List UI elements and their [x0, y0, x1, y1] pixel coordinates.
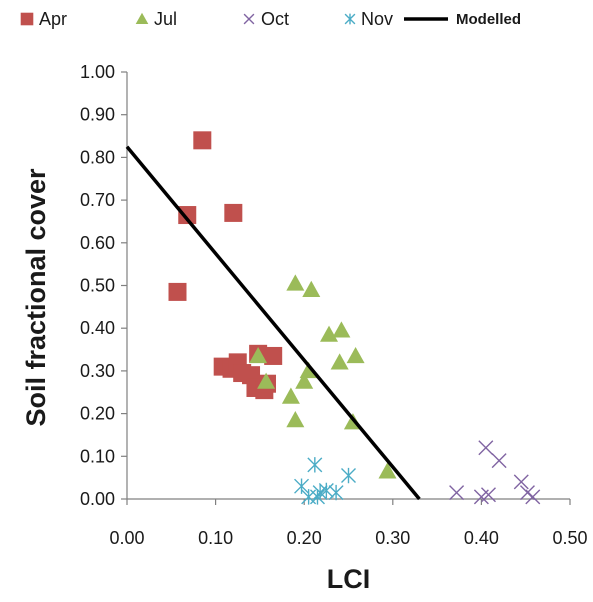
jul-point [281, 387, 300, 404]
oct-point [513, 474, 529, 490]
y-tick-label: 0.50 [80, 276, 115, 296]
y-tick-label: 0.60 [80, 233, 115, 253]
y-tick-label: 0.30 [80, 361, 115, 381]
nov-point [301, 489, 317, 505]
jul-point [299, 361, 318, 379]
x-tick-label: 0.50 [552, 528, 587, 548]
apr-point [178, 206, 197, 225]
x-axis-title: LCI [327, 564, 371, 594]
legend-label-nov: Nov [361, 9, 393, 29]
legend-label-oct: Oct [261, 9, 289, 29]
y-tick-label: 0.40 [80, 318, 115, 338]
jul-point [332, 321, 351, 338]
y-tick-label: 0.80 [80, 147, 115, 167]
jul-point [330, 353, 349, 370]
apr-point [224, 203, 243, 222]
nov-point [294, 478, 310, 494]
y-tick-label: 0.90 [80, 105, 115, 125]
y-axis-title: Soil fractional cover [21, 168, 51, 427]
legend-marker-apr [20, 12, 34, 26]
legend-label-apr: Apr [39, 9, 67, 29]
legend-label-jul: Jul [154, 9, 177, 29]
oct-point [449, 485, 465, 501]
jul-point [249, 346, 268, 364]
y-tick-labels: 0.00 0.10 0.20 0.30 0.40 0.50 0.60 0.70 0.80 0.90… [80, 62, 127, 509]
data-marks [125, 131, 541, 505]
legend-marker-oct [243, 13, 255, 25]
jul-point [286, 411, 305, 428]
legend-marker-jul [135, 12, 149, 25]
nov-point [307, 457, 323, 473]
modelled-line [125, 145, 421, 501]
apr-point [168, 282, 187, 301]
legend-label-modelled: Modelled [456, 11, 521, 28]
y-tick-label: 1.00 [80, 62, 115, 82]
nov-point [309, 489, 325, 505]
jul-point [378, 462, 397, 479]
x-tick-label: 0.10 [198, 528, 233, 548]
oct-point [480, 487, 496, 503]
jul-point [257, 372, 276, 389]
y-tick-label: 0.00 [80, 489, 115, 509]
jul-point [302, 280, 321, 297]
nov-point [328, 484, 344, 501]
x-tick-labels: 0.00 0.10 0.20 0.30 0.40 0.50 [109, 499, 588, 548]
y-tick-label: 0.10 [80, 446, 115, 466]
oct-point [525, 489, 541, 505]
y-tick-label: 0.70 [80, 190, 115, 210]
nov-point [312, 484, 328, 501]
jul-point [295, 372, 314, 389]
jul-point [320, 325, 339, 342]
oct-point [478, 440, 494, 456]
jul-point [346, 346, 365, 364]
legend-marker-nov [344, 13, 356, 25]
oct-point [491, 453, 507, 469]
x-tick-label: 0.30 [375, 528, 410, 548]
x-tick-label: 0.40 [464, 528, 499, 548]
legend: Apr Jul Oct Nov Modelled [20, 9, 521, 29]
x-tick-label: 0.20 [287, 528, 322, 548]
apr-point [264, 346, 283, 365]
y-tick-label: 0.20 [80, 404, 115, 424]
nov-point [341, 467, 356, 484]
nov-point [318, 482, 334, 499]
x-tick-label: 0.00 [109, 528, 144, 548]
jul-point [286, 274, 305, 291]
apr-point [193, 131, 212, 150]
